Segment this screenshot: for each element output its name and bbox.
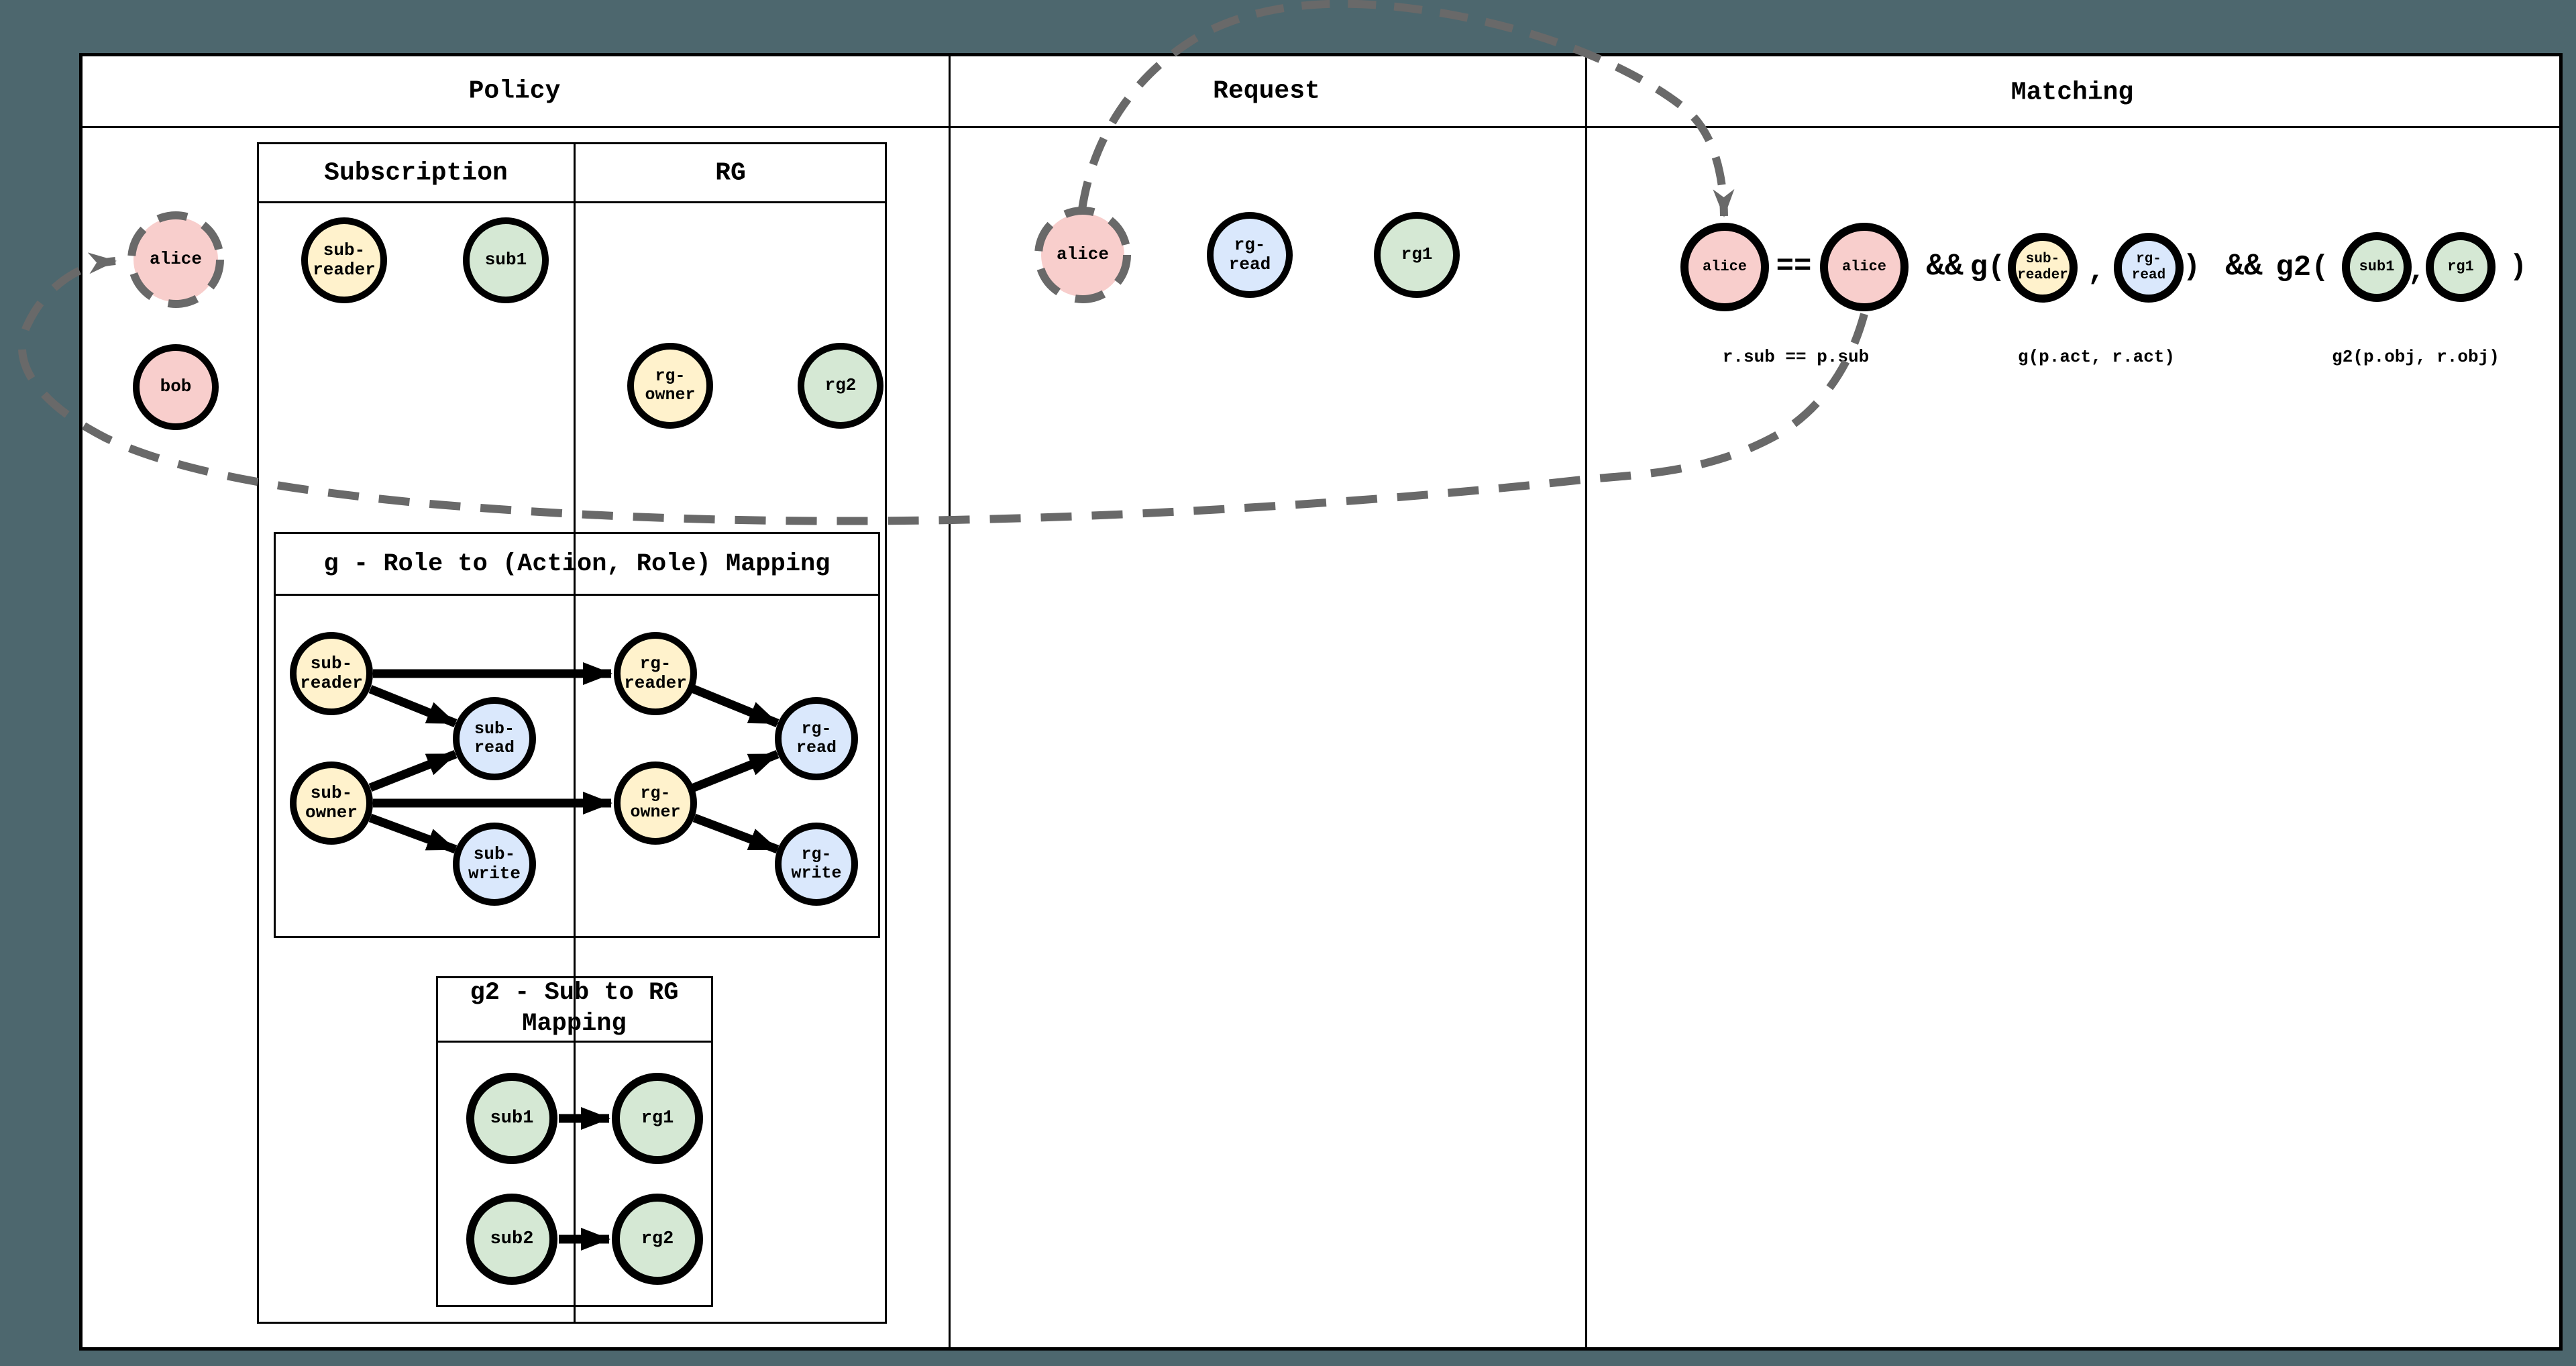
matching-and2-operator: && [2225, 249, 2263, 284]
matching-paren2: ) [2509, 250, 2528, 284]
g-mapping-header-divider [274, 594, 880, 596]
subscription-header: Subscription [324, 158, 508, 188]
matching-g2-open: g2( [2275, 251, 2329, 284]
caption-g-pact-ract: g(p.act, r.act) [2017, 347, 2176, 367]
request-rg-read-node: rg-read [1207, 212, 1293, 298]
policy-bob-node: bob [133, 344, 219, 430]
matching-rg-read-node: rg- read [2114, 233, 2184, 303]
g2-sub2-node: sub2 [466, 1194, 557, 1285]
matching-comma1: , [2087, 255, 2106, 288]
matching-comma2: , [2408, 255, 2426, 288]
matching-rg1-node: rg1 [2426, 232, 2496, 302]
matching-and1-operator: && [1926, 249, 1964, 284]
g-rg-owner-node: rg-owner [614, 761, 697, 845]
rg-header: RG [715, 158, 746, 188]
subscription-rg-divider [574, 142, 576, 1324]
matching-eq-operator: == [1776, 250, 1812, 283]
g-mapping-box [274, 532, 880, 938]
matching-paren1: ) [2182, 250, 2201, 284]
g-mapping-title: g - Role to (Action, Role) Mapping [323, 550, 830, 578]
policy-request-divider [949, 53, 951, 1351]
matching-alice-policy-node: alice [1820, 223, 1909, 311]
g2-rg1-node: rg1 [612, 1073, 703, 1164]
matching-header: Matching [2010, 78, 2134, 107]
subscription-rg-header-divider [257, 201, 887, 203]
caption-rsub-psub: r.sub == p.sub [1722, 347, 1870, 367]
g-sub-read-node: sub-read [453, 697, 536, 780]
policy-header: Policy [468, 76, 561, 106]
request-header: Request [1213, 76, 1320, 106]
g-rg-reader-node: rg- reader [614, 632, 697, 715]
g-sub-reader-node: sub- reader [290, 632, 373, 715]
g2-mapping-box [436, 976, 713, 1307]
g-sub-write-node: sub- write [453, 823, 536, 906]
policy-rg-owner-node: rg-owner [627, 343, 713, 429]
matching-alice-request-node: alice [1680, 223, 1769, 311]
g-rg-read-node: rg-read [775, 697, 858, 780]
request-matching-divider [1585, 53, 1587, 1351]
policy-rg2-node: rg2 [798, 343, 883, 429]
g-rg-write-node: rg-write [775, 823, 858, 906]
g2-mapping-header-divider [436, 1041, 713, 1043]
policy-alice-node: alice [133, 217, 218, 302]
matching-sub-reader-node: sub- reader [2008, 233, 2078, 303]
policy-sub1-node: sub1 [463, 217, 549, 303]
header-divider [79, 126, 2563, 128]
subscription-rg-table [257, 142, 887, 1324]
policy-sub-reader-node: sub- reader [301, 217, 387, 303]
caption-g2-pobj-robj: g2(p.obj, r.obj) [2332, 347, 2500, 367]
request-rg1-node: rg1 [1374, 212, 1460, 298]
matching-g-open: g( [1970, 251, 2006, 284]
g2-rg2-node: rg2 [612, 1194, 703, 1285]
g2-sub1-node: sub1 [466, 1073, 557, 1164]
matching-sub1-node: sub1 [2342, 232, 2412, 302]
g-sub-owner-node: sub- owner [290, 761, 373, 845]
g2-mapping-title: g2 - Sub to RG Mapping [470, 978, 679, 1038]
request-alice-node: alice [1041, 213, 1124, 297]
